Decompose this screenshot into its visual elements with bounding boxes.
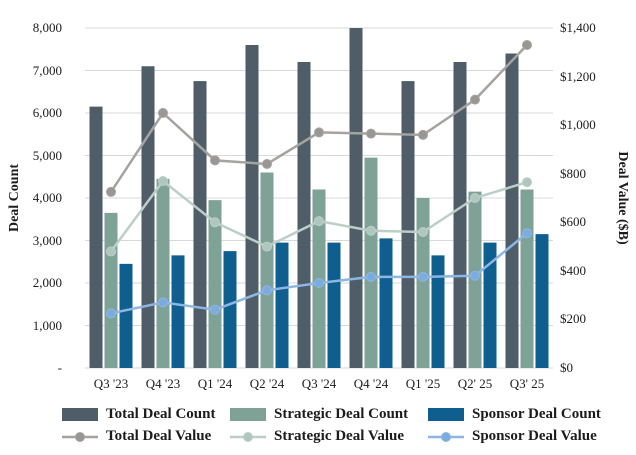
x-axis-label: Q4 '24 (353, 376, 389, 391)
right-axis-tick: $1,000 (560, 117, 596, 133)
marker-total-deal-value (262, 159, 272, 169)
plot-area (85, 27, 553, 369)
bar-strategic-deal-count (416, 198, 430, 368)
legend-item-sponsor-deal-value: Sponsor Deal Value (428, 428, 601, 445)
marker-total-deal-value (210, 155, 220, 166)
bar-strategic-deal-count (104, 212, 118, 368)
right-axis-tick: $600 (560, 214, 586, 230)
marker-strategic-deal-value (418, 227, 428, 237)
left-axis-tick: 3,000 (32, 232, 62, 248)
legend-item-total-deal-count: Total Deal Count (62, 406, 230, 423)
marker-total-deal-value (106, 186, 116, 197)
right-axis-tick: $1,200 (560, 68, 596, 84)
legend-label: Sponsor Deal Value (472, 428, 597, 444)
marker-sponsor-deal-value (366, 271, 376, 282)
bar-sponsor-deal-count (327, 242, 341, 368)
x-axis-label: Q4 '23 (145, 376, 181, 391)
marker-sponsor-deal-value (158, 297, 168, 308)
bar-total-deal-count (505, 53, 519, 368)
legend-label: Total Deal Count (106, 406, 216, 422)
left-axis-tick: 2,000 (32, 275, 62, 290)
marker-sponsor-deal-value (418, 271, 428, 282)
legend-item-total-deal-value: Total Deal Value (62, 428, 230, 445)
bar-sponsor-deal-count (379, 238, 393, 368)
left-axis-tick: 4,000 (32, 190, 62, 205)
legend-bar-swatch (230, 408, 266, 421)
marker-total-deal-value (418, 129, 428, 140)
left-axis-tick: 8,000 (32, 20, 62, 35)
x-axis-label: Q2 '24 (249, 376, 285, 391)
bar-total-deal-count (401, 81, 415, 368)
x-axis-label: Q3' 25 (509, 376, 545, 391)
bar-strategic-deal-count (208, 200, 222, 368)
marker-strategic-deal-value (470, 193, 480, 203)
marker-strategic-deal-value (314, 216, 324, 227)
bar-strategic-deal-count (260, 172, 274, 368)
marker-strategic-deal-value (366, 225, 376, 236)
bar-sponsor-deal-count (483, 242, 497, 368)
x-axis-label: Q3 '24 (301, 376, 337, 391)
marker-sponsor-deal-value (314, 278, 324, 288)
bar-total-deal-count (245, 45, 259, 368)
right-axis-tick: $200 (560, 311, 586, 327)
legend-line-swatch (428, 431, 464, 442)
legend-item-sponsor-deal-count: Sponsor Deal Count (428, 406, 601, 423)
x-axis-label: Q3 '23 (93, 376, 129, 391)
marker-strategic-deal-value (210, 217, 220, 228)
bar-strategic-deal-count (156, 178, 170, 368)
marker-total-deal-value (522, 40, 532, 50)
marker-sponsor-deal-value (522, 228, 532, 239)
left-axis-tick: - (57, 360, 62, 375)
marker-strategic-deal-value (262, 241, 272, 252)
x-axis-label: Q1 '24 (197, 376, 233, 391)
left-axis-tick: 5,000 (32, 147, 62, 163)
legend-line-swatch (62, 431, 98, 442)
marker-sponsor-deal-value (470, 270, 480, 281)
marker-total-deal-value (158, 108, 168, 118)
marker-strategic-deal-value (158, 176, 168, 186)
right-axis-tick: $1,400 (560, 20, 596, 35)
legend-item-strategic-deal-value: Strategic Deal Value (230, 428, 428, 445)
marker-total-deal-value (366, 128, 376, 139)
legend-label: Total Deal Value (106, 428, 212, 444)
marker-strategic-deal-value (522, 177, 532, 188)
legend-bar-swatch (428, 408, 464, 421)
bar-sponsor-deal-count (535, 234, 549, 368)
legend-label: Strategic Deal Count (274, 406, 409, 422)
legend-label: Sponsor Deal Count (472, 406, 601, 422)
bar-total-deal-count (297, 62, 311, 368)
marker-total-deal-value (314, 127, 324, 138)
bar-total-deal-count (349, 28, 363, 368)
legend-item-strategic-deal-count: Strategic Deal Count (230, 406, 428, 423)
left-axis-tick: 6,000 (32, 105, 62, 120)
bar-strategic-deal-count (520, 189, 534, 368)
bar-sponsor-deal-count (275, 242, 289, 368)
bar-sponsor-deal-count (223, 251, 237, 368)
bar-total-deal-count (141, 66, 155, 368)
left-axis-tick: 1,000 (32, 317, 62, 333)
marker-sponsor-deal-value (210, 304, 220, 315)
marker-total-deal-value (470, 94, 480, 105)
legend-line-swatch (230, 431, 266, 442)
bar-sponsor-deal-count (431, 255, 445, 368)
marker-strategic-deal-value (106, 246, 116, 257)
bar-total-deal-count (89, 106, 103, 368)
legend-label: Strategic Deal Value (274, 428, 404, 444)
left-axis-tick: 7,000 (32, 62, 62, 78)
right-axis-tick: $400 (560, 262, 586, 278)
bar-total-deal-count (453, 62, 467, 368)
x-axis-label: Q2' 25 (457, 376, 493, 391)
right-axis-tick: $800 (560, 165, 586, 181)
bar-total-deal-count (193, 81, 207, 368)
bar-strategic-deal-count (364, 157, 378, 368)
marker-sponsor-deal-value (262, 285, 272, 296)
bar-sponsor-deal-count (171, 255, 185, 368)
chart-legend: Total Deal Count Strategic Deal Count Spon… (62, 406, 601, 445)
bar-sponsor-deal-count (119, 263, 133, 368)
marker-sponsor-deal-value (106, 308, 116, 319)
x-axis-label: Q1 '25 (405, 376, 441, 391)
right-axis-tick: $0 (560, 360, 573, 375)
legend-bar-swatch (62, 408, 98, 421)
